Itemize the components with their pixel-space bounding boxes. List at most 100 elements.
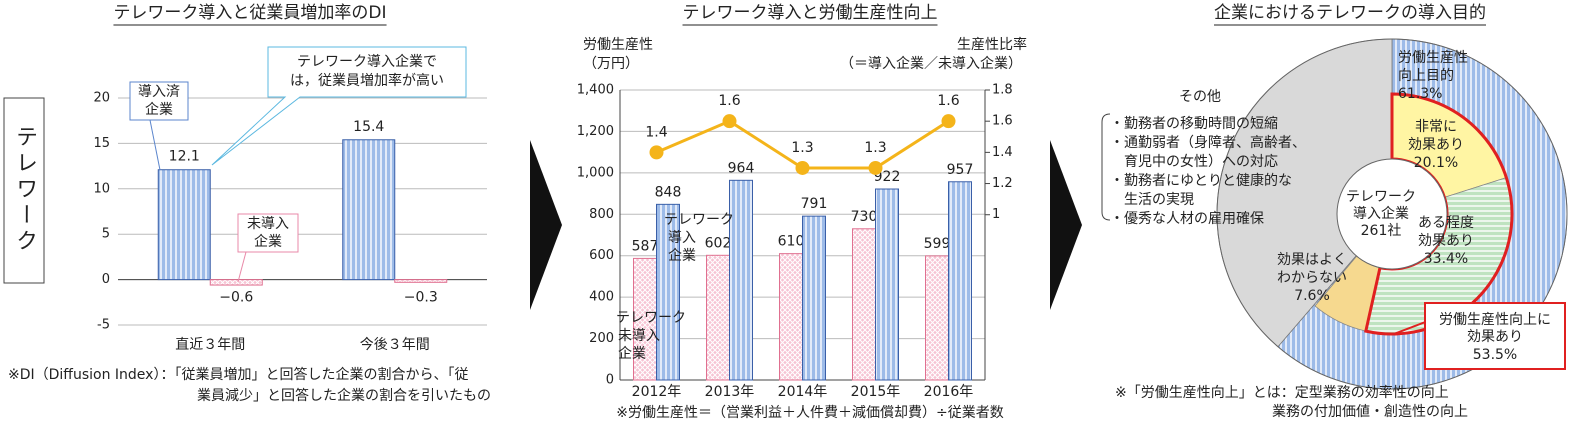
legend-box bbox=[129, 81, 189, 121]
x-tick-label: 直近３年間 bbox=[175, 336, 245, 353]
other-item: ・優秀な人材の雇用確保 bbox=[1110, 210, 1264, 227]
chart-title: 企業におけるテレワークの導入目的 bbox=[1214, 3, 1486, 23]
value-label: −0.3 bbox=[404, 290, 438, 306]
value-label: 12.1 bbox=[169, 149, 200, 165]
callout-label: 労働生産性向上に効果あり bbox=[1439, 312, 1551, 345]
note: ※DI（Diffusion Index）：「従業員増加」と回答した企業の割合から… bbox=[8, 366, 468, 383]
callout-box bbox=[1424, 302, 1566, 370]
arrow bbox=[530, 140, 562, 310]
note: 業員減少」と回答した企業の割合を引いたもの bbox=[197, 387, 491, 404]
value-label: 791 bbox=[801, 196, 828, 212]
y-tick-label: 600 bbox=[589, 248, 614, 263]
value-label: 848 bbox=[655, 184, 682, 200]
bar bbox=[656, 203, 680, 381]
bar bbox=[209, 279, 263, 286]
outer-label: 労働生産性向上目的 bbox=[1398, 50, 1468, 84]
annotation-box bbox=[211, 46, 467, 166]
value-label: 1.3 bbox=[791, 140, 813, 156]
y-tick-label: 1,200 bbox=[577, 124, 614, 139]
center bbox=[1336, 158, 1448, 270]
value-label: 730 bbox=[851, 209, 878, 225]
value-label: −0.6 bbox=[219, 290, 253, 306]
y-tick-label: 0 bbox=[102, 272, 110, 287]
ring-border bbox=[1216, 38, 1568, 390]
y-tick-label: -5 bbox=[97, 318, 110, 333]
point bbox=[795, 160, 810, 175]
y-tick-label: 1,000 bbox=[577, 165, 614, 180]
legend-pointer bbox=[237, 251, 247, 283]
other-item: ・勤務者にゆとりと健康的な生活の実現 bbox=[1110, 172, 1292, 208]
x-tick-label: 2013年 bbox=[705, 384, 755, 400]
inner-label: 非常に効果あり bbox=[1408, 119, 1464, 153]
series-label: テレワーク未導入企業 bbox=[616, 310, 686, 362]
y-tick-label: 15 bbox=[93, 136, 110, 151]
other-item: ・通勤弱者（身障者、高齢者、育児中の女性）への対応 bbox=[1110, 134, 1306, 170]
point bbox=[722, 114, 737, 129]
bar bbox=[157, 169, 211, 281]
inner-label: 効果はよくわからない bbox=[1277, 252, 1347, 286]
point bbox=[868, 160, 883, 175]
bar bbox=[394, 279, 448, 283]
value-label: 1.6 bbox=[937, 93, 959, 109]
y2-tick-label: 1.2 bbox=[992, 176, 1013, 191]
side-label-box bbox=[3, 97, 45, 284]
value-label: 15.4 bbox=[353, 119, 384, 135]
note: ※労働生産性＝（営業利益＋人件費＋減価償却費）÷従業者数 bbox=[616, 404, 1003, 421]
legend-pointer bbox=[149, 119, 161, 171]
bar bbox=[852, 228, 876, 381]
x-tick-label: 2015年 bbox=[851, 384, 901, 400]
bracket bbox=[1101, 113, 1111, 221]
y-tick-label: 200 bbox=[589, 331, 614, 346]
y2-tick-label: 1.8 bbox=[992, 83, 1013, 98]
bar bbox=[875, 188, 899, 381]
series-label: テレワーク導入企業 bbox=[664, 212, 734, 264]
y-tick-label: 10 bbox=[93, 181, 110, 196]
y2-tick-label: 1.6 bbox=[992, 114, 1013, 129]
inner-label: ある程度効果あり bbox=[1418, 215, 1474, 249]
y-tick-label: 5 bbox=[102, 227, 110, 242]
note: 業務の付加価値・創造性の向上 bbox=[1272, 404, 1468, 420]
y2-tick-label: 1.4 bbox=[992, 145, 1013, 160]
y2-axis-label: 生産性比率（＝導入企業／未導入企業） bbox=[840, 36, 1027, 72]
value-label: 1.6 bbox=[718, 93, 740, 109]
inner-value-label: 33.4% bbox=[1424, 251, 1468, 267]
x-tick-label: 2016年 bbox=[924, 384, 974, 400]
x-tick-label: 2014年 bbox=[778, 384, 828, 400]
y-tick-label: 400 bbox=[589, 290, 614, 305]
legend-label: 未導入企業 bbox=[247, 216, 289, 250]
callout-value-label: 53.5% bbox=[1473, 347, 1517, 363]
bar bbox=[729, 179, 753, 381]
inner-value-label: 7.6% bbox=[1294, 288, 1330, 304]
chart-title: テレワーク導入と従業員増加率のDI bbox=[113, 3, 386, 23]
value-label: 610 bbox=[778, 234, 805, 250]
value-label: 599 bbox=[924, 236, 951, 252]
annotation: テレワーク導入企業では，従業員増加率が高い bbox=[290, 53, 444, 89]
bar bbox=[925, 255, 949, 381]
point bbox=[941, 114, 956, 129]
legend-box bbox=[237, 213, 299, 253]
value-label: 957 bbox=[947, 162, 974, 178]
chart-title: テレワーク導入と労働生産性向上 bbox=[683, 3, 938, 23]
value-label: 1.3 bbox=[864, 140, 886, 156]
x-tick-label: 今後３年間 bbox=[360, 337, 430, 353]
other-item: ・勤務者の移動時間の短縮 bbox=[1110, 116, 1278, 132]
note: ※「労働生産性向上」とは：定型業務の効率性の向上 bbox=[1115, 384, 1449, 401]
outer-value-label: 61.3% bbox=[1398, 86, 1442, 102]
y-tick-label: 1,400 bbox=[577, 83, 614, 98]
y-tick-label: 800 bbox=[589, 207, 614, 222]
arrow bbox=[1050, 140, 1082, 310]
bar bbox=[948, 181, 972, 381]
outer-label: その他 bbox=[1179, 89, 1221, 105]
point bbox=[649, 145, 664, 160]
y-axis-label: 労働生産性（万円） bbox=[583, 37, 653, 72]
inner-value-label: 20.1% bbox=[1414, 155, 1458, 171]
y2-tick-label: 1 bbox=[992, 207, 1000, 222]
bar bbox=[342, 139, 396, 281]
legend-label: 導入済企業 bbox=[138, 84, 180, 118]
value-label: 602 bbox=[705, 235, 732, 251]
value-label: 587 bbox=[632, 238, 659, 254]
x-tick-label: 2012年 bbox=[632, 384, 682, 400]
value-label: 964 bbox=[728, 160, 755, 176]
